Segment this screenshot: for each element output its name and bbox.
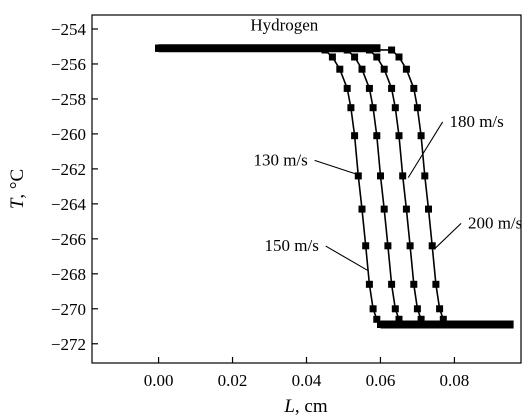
data-point-200-m-s: [432, 280, 440, 288]
y-tick-label: −258: [51, 90, 86, 109]
data-point-180-m-s: [410, 280, 418, 288]
y-tick-label: −270: [51, 300, 86, 319]
tick-layer: 0.00 0.02 0.04 0.06 0.08 −254 −256 −258 −260 −262…: [51, 20, 469, 390]
data-point-150-m-s: [391, 305, 399, 313]
data-point-180-m-s: [373, 53, 381, 61]
plot-frame: [91, 14, 522, 364]
annotation-leader: [314, 159, 357, 175]
y-tick-label: −256: [51, 55, 86, 74]
y-tick-label: −264: [51, 195, 87, 214]
data-point-130-m-s: [377, 321, 384, 328]
data-point-130-m-s: [358, 205, 366, 213]
data-point-150-m-s: [377, 172, 384, 180]
data-point-150-m-s: [380, 205, 388, 213]
data-point-130-m-s: [373, 315, 381, 323]
y-axis-unit: , °C: [7, 169, 28, 199]
data-point-130-m-s: [365, 280, 373, 288]
y-tick-label: −254: [51, 20, 87, 39]
x-tick-label: 0.04: [292, 371, 322, 390]
data-point-180-m-s: [417, 315, 425, 323]
annotation-label: Hydrogen: [250, 16, 318, 35]
series-line-180-m-s: [158, 47, 426, 325]
data-point-180-m-s: [395, 132, 403, 140]
data-point-180-m-s: [380, 65, 388, 73]
annotation-layer: Hydrogen 130 m/s 150 m/s 180 m/s 200 m/s: [250, 16, 522, 271]
series-layer: [155, 44, 451, 328]
data-point-180-m-s: [406, 242, 414, 250]
y-tick-label: −262: [51, 160, 86, 179]
data-point-150-m-s: [388, 280, 396, 288]
y-axis-title: T, °C: [7, 169, 28, 209]
annotation-label: 150 m/s: [265, 236, 319, 255]
x-tick-label: 0.00: [144, 371, 174, 390]
data-point-200-m-s: [417, 132, 425, 140]
x-axis-variable: L: [283, 396, 295, 417]
data-point-130-m-s: [328, 53, 336, 61]
annotation-leader: [433, 222, 462, 250]
data-point-180-m-s: [421, 321, 429, 328]
x-tick-label: 0.08: [440, 371, 470, 390]
data-point-150-m-s: [373, 132, 381, 140]
data-point-200-m-s: [443, 321, 451, 328]
data-point-200-m-s: [436, 305, 444, 313]
data-point-130-m-s: [336, 65, 344, 73]
annotation-leader: [325, 245, 368, 271]
plateau-layer: [158, 44, 514, 329]
data-point-130-m-s: [343, 84, 351, 92]
data-point-150-m-s: [351, 53, 359, 61]
annotation-label: 130 m/s: [253, 150, 307, 169]
data-point-150-m-s: [369, 104, 377, 112]
data-point-150-m-s: [358, 65, 366, 73]
data-point-180-m-s: [388, 84, 396, 92]
x-tick-label: 0.06: [366, 371, 396, 390]
data-point-150-m-s: [399, 321, 407, 328]
x-axis-unit: , cm: [295, 396, 328, 417]
data-point-150-m-s: [384, 242, 392, 250]
data-point-180-m-s: [391, 104, 399, 112]
data-point-130-m-s: [369, 305, 377, 313]
data-point-200-m-s: [410, 84, 418, 92]
data-point-200-m-s: [155, 44, 163, 52]
data-point-130-m-s: [347, 104, 355, 112]
data-point-180-m-s: [413, 305, 421, 313]
data-point-200-m-s: [388, 46, 396, 54]
data-point-130-m-s: [351, 132, 359, 140]
data-point-200-m-s: [439, 315, 447, 323]
data-point-200-m-s: [425, 205, 432, 213]
y-tick-label: −268: [51, 265, 86, 284]
data-point-180-m-s: [399, 172, 407, 180]
data-point-200-m-s: [421, 172, 429, 180]
x-tick-label: 0.02: [218, 371, 248, 390]
data-point-180-m-s: [402, 205, 410, 213]
annotation-label: 180 m/s: [449, 112, 503, 131]
y-tick-label: −272: [51, 335, 86, 354]
data-point-200-m-s: [413, 104, 421, 112]
data-point-200-m-s: [395, 53, 403, 61]
y-tick-label: −266: [51, 230, 86, 249]
data-point-200-m-s: [402, 65, 410, 73]
y-axis-variable: T: [7, 197, 28, 209]
data-point-150-m-s: [395, 315, 403, 323]
annotation-label: 200 m/s: [468, 213, 522, 232]
data-point-130-m-s: [354, 172, 362, 180]
x-axis-title: L, cm: [283, 396, 328, 417]
data-point-150-m-s: [365, 84, 373, 92]
data-point-200-m-s: [428, 242, 436, 250]
y-tick-label: −260: [51, 125, 86, 144]
annotation-leader: [407, 121, 444, 178]
data-point-130-m-s: [362, 242, 370, 250]
